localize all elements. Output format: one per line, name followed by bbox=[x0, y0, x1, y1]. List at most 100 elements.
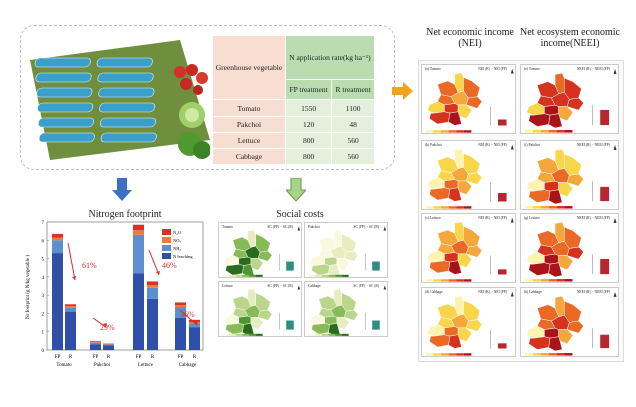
y-tick-label: 5 bbox=[42, 258, 45, 263]
neei-map: (g) Lettuce NEEI (R) − NEEI (FP) bbox=[520, 213, 619, 283]
district bbox=[336, 258, 350, 271]
district bbox=[429, 187, 451, 201]
legend-swatch bbox=[162, 245, 171, 251]
y-tick-label: 2 bbox=[42, 312, 45, 317]
district bbox=[528, 336, 551, 350]
neei-map: (h) Cabbage NEEI (R) − NEEI (FP) bbox=[520, 287, 619, 357]
social-cost-map: Pakchoi SC (FP) − SC (R) bbox=[304, 222, 388, 278]
greenhouse-tunnel bbox=[97, 72, 154, 83]
legend-color bbox=[463, 130, 472, 133]
legend-color bbox=[548, 279, 557, 282]
greenhouse-tunnel bbox=[96, 57, 153, 68]
bar-label: FP bbox=[55, 355, 61, 360]
bar-segment-no bbox=[65, 306, 76, 308]
map-formula: NEI (R) − NEI (FP) bbox=[478, 290, 507, 294]
district bbox=[257, 309, 273, 321]
legend-color bbox=[540, 279, 549, 282]
north-arrow-icon bbox=[510, 217, 514, 223]
neei-map: (f) Pakchoi NEEI (R) − NEEI (FP) bbox=[520, 140, 619, 210]
nei-map: (a) Tomato NEI (R) − NEI (FP) bbox=[421, 64, 516, 134]
inset-bar bbox=[286, 261, 294, 271]
legend-color bbox=[456, 206, 464, 209]
bar-segment-nh bbox=[133, 234, 144, 274]
legend-color bbox=[532, 353, 541, 356]
greenhouse-tunnel bbox=[98, 87, 155, 98]
legend-label: NOₓ bbox=[173, 238, 181, 243]
legend-color bbox=[456, 279, 464, 282]
header-vegetable: Greenhouse vegetable bbox=[212, 34, 286, 101]
bar-segment-nh bbox=[65, 307, 76, 312]
arrowhead-icon bbox=[103, 323, 107, 327]
district bbox=[250, 317, 264, 330]
y-tick-label: 3 bbox=[42, 294, 45, 299]
nei-map: (b) Pakchoi NEI (R) − NEI (FP) bbox=[421, 140, 516, 210]
district bbox=[528, 113, 551, 127]
legend-color bbox=[441, 206, 449, 209]
north-arrow-icon bbox=[613, 144, 617, 150]
district bbox=[544, 327, 559, 339]
legend-color bbox=[463, 279, 472, 282]
district bbox=[311, 323, 330, 335]
inset-bar bbox=[498, 343, 507, 349]
bar-label: R bbox=[107, 355, 111, 360]
legend-color bbox=[532, 206, 541, 209]
district bbox=[466, 319, 483, 332]
legend-color bbox=[255, 274, 263, 277]
legend-color bbox=[335, 333, 342, 336]
legend-color bbox=[321, 333, 329, 336]
legend-color bbox=[321, 274, 329, 277]
legend-color bbox=[328, 274, 336, 277]
inset-bar bbox=[286, 320, 294, 330]
north-arrow-icon bbox=[613, 68, 617, 74]
row-fp: 800 bbox=[284, 147, 333, 166]
district bbox=[544, 253, 559, 265]
district bbox=[544, 104, 559, 116]
y-tick-label: 0 bbox=[42, 349, 45, 354]
map-label: (e) Tomato bbox=[524, 67, 540, 71]
map-formula: NEI (R) − NEI (FP) bbox=[478, 67, 507, 71]
bar-segment-no bbox=[147, 285, 158, 288]
y-tick-label: 7 bbox=[42, 221, 45, 226]
bar-segment-nleaching bbox=[133, 273, 144, 350]
greenhouse-tunnel bbox=[35, 72, 92, 83]
legend-color bbox=[448, 206, 457, 209]
n-application-table: Greenhouse vegetable N application rate(… bbox=[212, 34, 376, 166]
social-costs-title: Social costs bbox=[276, 209, 324, 220]
north-arrow-icon bbox=[510, 144, 514, 150]
legend-color bbox=[229, 274, 236, 277]
legend-color bbox=[532, 279, 541, 282]
bar-segment-no bbox=[133, 224, 144, 231]
greenhouse-tunnel bbox=[100, 132, 157, 143]
map-label: (d) Cabbage bbox=[425, 290, 443, 294]
legend-color bbox=[540, 353, 549, 356]
bar-segment-nleaching bbox=[189, 327, 200, 350]
plot-frame bbox=[46, 221, 204, 351]
district bbox=[429, 111, 451, 125]
district bbox=[343, 250, 359, 262]
reduction-label: 36% bbox=[180, 310, 195, 319]
bar-segment-no bbox=[103, 343, 114, 345]
bar-segment-nleaching bbox=[90, 344, 101, 350]
north-arrow-icon bbox=[613, 217, 617, 223]
map-label: (a) Tomato bbox=[425, 67, 441, 71]
legend-color bbox=[425, 353, 434, 356]
legend-color bbox=[463, 206, 472, 209]
bar-label: FP bbox=[93, 355, 99, 360]
group-label: Lettuce bbox=[138, 363, 154, 368]
legend-color bbox=[556, 206, 565, 209]
inset-bar bbox=[600, 258, 610, 275]
district bbox=[448, 187, 462, 202]
legend-color bbox=[524, 206, 533, 209]
neei-map: (e) Tomato NEEI (R) − NEEI (FP) bbox=[520, 64, 619, 134]
legend-color bbox=[564, 130, 573, 133]
legend-color bbox=[222, 274, 230, 277]
legend-color bbox=[222, 333, 230, 336]
y-tick-label: 4 bbox=[42, 276, 45, 281]
district bbox=[448, 260, 462, 275]
group-label: Tomato bbox=[56, 363, 72, 368]
bar-segment-nh bbox=[175, 307, 186, 318]
district bbox=[548, 113, 563, 129]
district bbox=[566, 173, 584, 187]
nei-map: (c) Lettuce NEI (R) − NEI (FP) bbox=[421, 213, 516, 283]
bar-segment-nleaching bbox=[147, 298, 158, 350]
